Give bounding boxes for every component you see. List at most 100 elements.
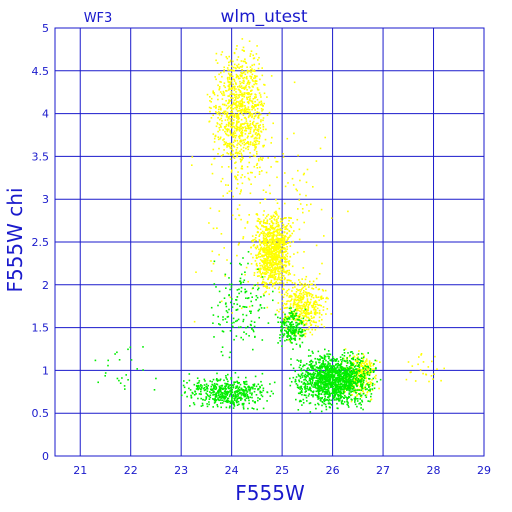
scatter-point (339, 379, 342, 382)
scatter-point (266, 256, 269, 258)
scatter-point (355, 389, 357, 391)
scatter-point (275, 160, 277, 163)
scatter-point (237, 114, 240, 116)
scatter-point (254, 109, 256, 111)
scatter-point (317, 296, 320, 298)
scatter-point (212, 322, 214, 324)
scatter-point (249, 141, 252, 144)
scatter-point (296, 304, 299, 307)
scatter-point (326, 296, 328, 299)
scatter-point (247, 148, 249, 151)
scatter-point (356, 375, 359, 378)
scatter-point (233, 113, 236, 115)
scatter-point (313, 302, 315, 304)
scatter-point (260, 232, 263, 234)
scatter-point (254, 104, 257, 106)
scatter-point (359, 374, 362, 376)
scatter-point (242, 79, 245, 82)
scatter-point (280, 237, 283, 240)
scatter-point (325, 388, 328, 391)
scatter-point (217, 399, 220, 401)
scatter-point (278, 252, 280, 254)
scatter-point (244, 143, 247, 145)
scatter-point (275, 257, 277, 260)
scatter-point (293, 326, 295, 328)
scatter-point (300, 387, 302, 389)
scatter-point (254, 115, 257, 117)
scatter-point (272, 245, 274, 248)
scatter-point (308, 379, 311, 382)
scatter-point (337, 379, 340, 381)
scatter-point (289, 305, 292, 307)
scatter-point (266, 285, 268, 288)
scatter-point (311, 365, 313, 367)
scatter-point (284, 339, 286, 342)
scatter-point (332, 375, 334, 377)
scatter-point (241, 273, 243, 276)
scatter-point (310, 315, 313, 318)
scatter-point (247, 102, 250, 105)
scatter-point (312, 376, 315, 379)
scatter-point (324, 384, 326, 386)
scatter-point (357, 368, 360, 371)
scatter-point (348, 386, 350, 388)
scatter-point (217, 379, 220, 382)
scatter-point (319, 382, 322, 384)
scatter-point (321, 386, 323, 388)
scatter-point (322, 306, 325, 308)
scatter-point (358, 389, 361, 391)
scatter-point (224, 397, 226, 400)
scatter-point (286, 320, 288, 323)
scatter-point (125, 374, 127, 376)
scatter-point (280, 229, 283, 231)
scatter-point (235, 97, 237, 100)
scatter-point (256, 245, 259, 247)
scatter-point (270, 252, 273, 255)
scatter-point (349, 366, 352, 368)
scatter-point (301, 376, 304, 378)
scatter-point (338, 387, 341, 390)
scatter-point (236, 75, 239, 77)
scatter-point (343, 373, 345, 375)
scatter-point (284, 314, 286, 317)
scatter-point (368, 378, 371, 380)
scatter-point (217, 130, 219, 133)
scatter-point (313, 368, 316, 371)
scatter-point (255, 239, 257, 242)
scatter-point (225, 392, 228, 395)
scatter-point (328, 353, 330, 355)
scatter-point (238, 152, 241, 155)
scatter-point (333, 399, 336, 401)
scatter-point (344, 386, 347, 388)
scatter-point (269, 395, 272, 397)
scatter-point (302, 398, 305, 401)
scatter-point (237, 389, 239, 392)
scatter-point (241, 133, 243, 136)
scatter-point (233, 119, 235, 121)
scatter-point (231, 402, 234, 404)
scatter-point (274, 216, 276, 218)
scatter-point (252, 98, 255, 100)
scatter-point (261, 159, 263, 161)
scatter-point (236, 120, 238, 122)
scatter-point (251, 135, 254, 138)
scatter-point (353, 386, 355, 388)
scatter-point (274, 252, 277, 254)
scatter-point (243, 105, 245, 107)
scatter-point (286, 300, 288, 303)
scatter-point (219, 378, 222, 381)
scatter-point (283, 238, 286, 241)
scatter-point (230, 108, 233, 111)
scatter-point (339, 356, 342, 358)
scatter-point (311, 376, 313, 378)
scatter-point (358, 402, 360, 405)
scatter-point (252, 400, 254, 402)
scatter-point (245, 306, 248, 308)
scatter-point (268, 268, 271, 270)
scatter-point (350, 380, 353, 382)
scatter-point (277, 238, 280, 240)
scatter-point (266, 215, 268, 218)
scatter-point (266, 114, 269, 116)
scatter-point (258, 251, 260, 254)
scatter-point (308, 402, 311, 405)
